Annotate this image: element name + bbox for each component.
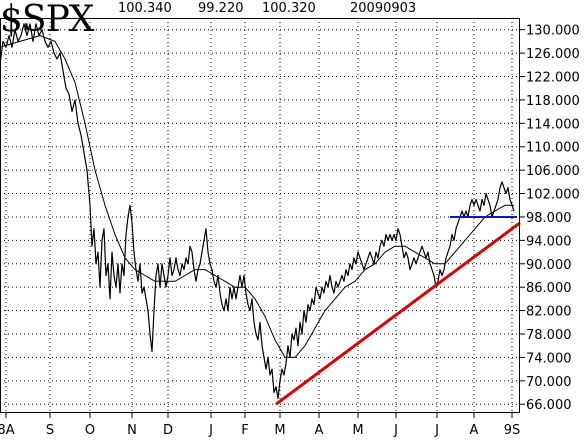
plot-frame [0,18,520,413]
x-tick-label: J [434,423,439,438]
y-tick-label: 90.000 [526,258,572,273]
y-axis: 66.000 70.000 74.000 78.000 82.000 86.000 90.0… [520,24,580,413]
y-tick-label: 78.000 [526,328,572,343]
y-tick-label: 74.000 [526,351,572,366]
x-tick-label: M [274,423,285,438]
y-tick-label: 94.000 [526,234,572,249]
y-tick-label: 70.000 [526,375,572,390]
x-tick-label: 9S [504,423,521,438]
y-tick-label: 98.000 [526,211,572,226]
header-value-3: 100.320 [262,1,316,16]
x-tick-label: N [127,423,137,438]
x-tick-label: J [393,423,398,438]
x-tick-label: D [163,423,173,438]
header-date: 20090903 [350,1,417,16]
header-value-1: 100.340 [118,1,172,16]
moving-average-line [0,35,514,358]
x-axis: 8A S O N D J F M A M J J A 9S [0,413,520,438]
x-tick-label: J [208,423,213,438]
price-series-line [0,23,515,399]
x-tick-label: A [470,423,479,438]
y-tick-label: 82.000 [526,305,572,320]
header-value-2: 99.220 [198,1,244,16]
x-tick-label: A [315,423,324,438]
y-tick-label: 86.000 [526,281,572,296]
y-tick-label: 122.000 [526,71,580,86]
y-tick-label: 106.000 [526,164,580,179]
x-tick-label: M [352,423,363,438]
x-tick-label: 8A [0,423,15,438]
x-tick-label: F [241,423,248,438]
y-tick-label: 114.000 [526,117,580,132]
x-tick-label: S [46,423,54,438]
y-tick-label: 130.000 [526,24,580,39]
y-tick-label: 110.000 [526,141,580,156]
y-tick-label: 66.000 [526,398,572,413]
y-tick-label: 126.000 [526,47,580,62]
grid [0,18,520,413]
series-group [0,23,515,399]
y-tick-label: 118.000 [526,94,580,109]
x-tick-label: O [85,423,95,438]
support-trendline [275,221,521,406]
y-tick-label: 102.000 [526,188,580,203]
trendline-group [275,215,521,406]
